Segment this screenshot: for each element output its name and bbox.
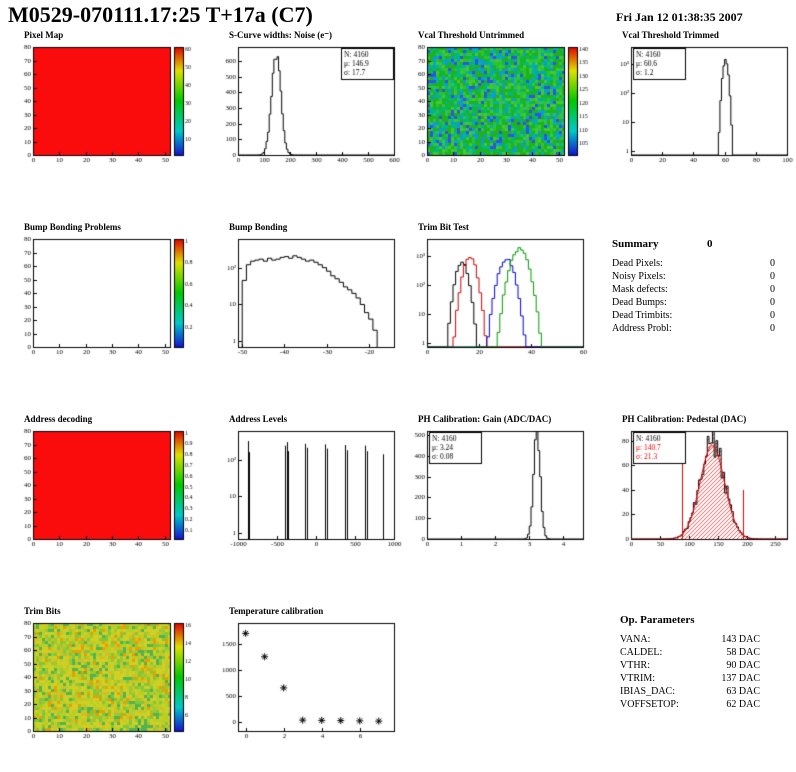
bump-bonding-panel: Bump Bonding [213,222,403,362]
op-parameter-row: VTHR: 90 DAC [620,659,760,672]
op-parameter-value: 58 DAC [726,647,760,658]
vcal-trimmed-panel: Vcal Threshold Trimmed [606,30,796,170]
ph-gain-chart [402,426,592,552]
summary-panel: Summary 0 Dead Pixels: 0 Noisy Pixels: 0 M… [612,238,775,335]
bump-problems-title: Bump Bonding Problems [24,222,121,232]
trim-bit-test-title: Trim Bit Test [418,222,469,232]
op-parameter-row: IBIAS_DAC: 63 DAC [620,685,760,698]
summary-row-value: 0 [770,271,775,282]
op-parameter-value: 137 DAC [721,673,760,684]
vcal-trimmed-chart [606,42,796,168]
summary-row: Address Probl: 0 [612,322,775,335]
trim-bits-panel: Trim Bits [8,606,198,746]
temperature-calibration-panel: Temperature calibration [213,606,403,746]
op-parameter-label: VANA: [620,634,651,645]
vcal-untrimmed-panel: Vcal Threshold Untrimmed [402,30,592,170]
pixel-map-chart [8,42,198,168]
summary-row-value: 0 [770,258,775,269]
op-parameter-label: IBIAS_DAC: [620,686,676,697]
trim-bit-test-panel: Trim Bit Test [402,222,592,362]
summary-title: Summary [612,238,659,250]
address-decoding-title: Address decoding [24,414,93,424]
vcal-trimmed-title: Vcal Threshold Trimmed [622,30,719,40]
summary-row-label: Dead Pixels: [612,258,663,269]
pixel-map-title: Pixel Map [24,30,64,40]
op-parameter-row: VANA: 143 DAC [620,633,760,646]
summary-row-value: 0 [770,323,775,334]
ph-pedestal-chart [606,426,796,552]
op-parameter-label: VOFFSETOP: [620,699,679,710]
op-parameter-row: CALDEL: 58 DAC [620,646,760,659]
op-parameter-row: VOFFSETOP: 62 DAC [620,698,760,711]
vcal-untrimmed-title: Vcal Threshold Untrimmed [418,30,525,40]
summary-row-value: 0 [770,310,775,321]
page-title: M0529-070111.17:25 T+17a (C7) [8,2,313,27]
summary-row-value: 0 [770,297,775,308]
trim-bits-chart [8,618,198,744]
summary-row-label: Noisy Pixels: [612,271,666,282]
bump-bonding-chart [213,234,403,360]
op-parameters-title: Op. Parameters [620,614,695,626]
op-parameters-panel: Op. Parameters VANA: 143 DAC CALDEL: 58 DA… [620,614,760,711]
summary-row-label: Dead Bumps: [612,297,667,308]
summary-row-label: Mask defects: [612,284,668,295]
ph-pedestal-title: PH Calibration: Pedestal (DAC) [622,414,747,424]
trim-bits-title: Trim Bits [24,606,61,616]
summary-row: Dead Pixels: 0 [612,257,775,270]
vcal-untrimmed-chart [402,42,592,168]
timestamp: Fri Jan 12 01:38:35 2007 [616,10,743,24]
op-parameter-value: 62 DAC [726,699,760,710]
ph-gain-title: PH Calibration: Gain (ADC/DAC) [418,414,552,424]
address-levels-chart [213,426,403,552]
summary-row-value: 0 [770,284,775,295]
op-parameter-label: CALDEL: [620,647,663,658]
op-parameter-label: VTRIM: [620,673,655,684]
scurve-noise-title: S-Curve widths: Noise (e⁻) [229,30,332,40]
temperature-calibration-title: Temperature calibration [229,606,324,616]
bump-problems-panel: Bump Bonding Problems [8,222,198,362]
trim-bit-test-chart [402,234,592,360]
pixel-map-panel: Pixel Map [8,30,198,170]
summary-row: Noisy Pixels: 0 [612,270,775,283]
address-decoding-chart [8,426,198,552]
op-parameter-row: VTRIM: 137 DAC [620,672,760,685]
address-levels-title: Address Levels [229,414,288,424]
address-levels-panel: Address Levels [213,414,403,554]
bump-problems-chart [8,234,198,360]
ph-gain-panel: PH Calibration: Gain (ADC/DAC) [402,414,592,554]
ph-pedestal-panel: PH Calibration: Pedestal (DAC) [606,414,796,554]
temperature-calibration-chart [213,618,403,744]
summary-row: Dead Bumps: 0 [612,296,775,309]
address-decoding-panel: Address decoding [8,414,198,554]
summary-row: Dead Trimbits: 0 [612,309,775,322]
summary-row-label: Address Probl: [612,323,672,334]
op-parameters-header: Op. Parameters [620,614,760,628]
op-parameter-value: 143 DAC [721,634,760,645]
op-parameter-value: 63 DAC [726,686,760,697]
summary-count: 0 [707,238,713,250]
scurve-noise-chart [213,42,403,168]
scurve-noise-panel: S-Curve widths: Noise (e⁻) [213,30,403,170]
op-parameter-value: 90 DAC [726,660,760,671]
summary-row: Mask defects: 0 [612,283,775,296]
op-parameter-label: VTHR: [620,660,650,671]
summary-row-label: Dead Trimbits: [612,310,673,321]
summary-header: Summary 0 [612,238,775,252]
bump-bonding-title: Bump Bonding [229,222,288,232]
